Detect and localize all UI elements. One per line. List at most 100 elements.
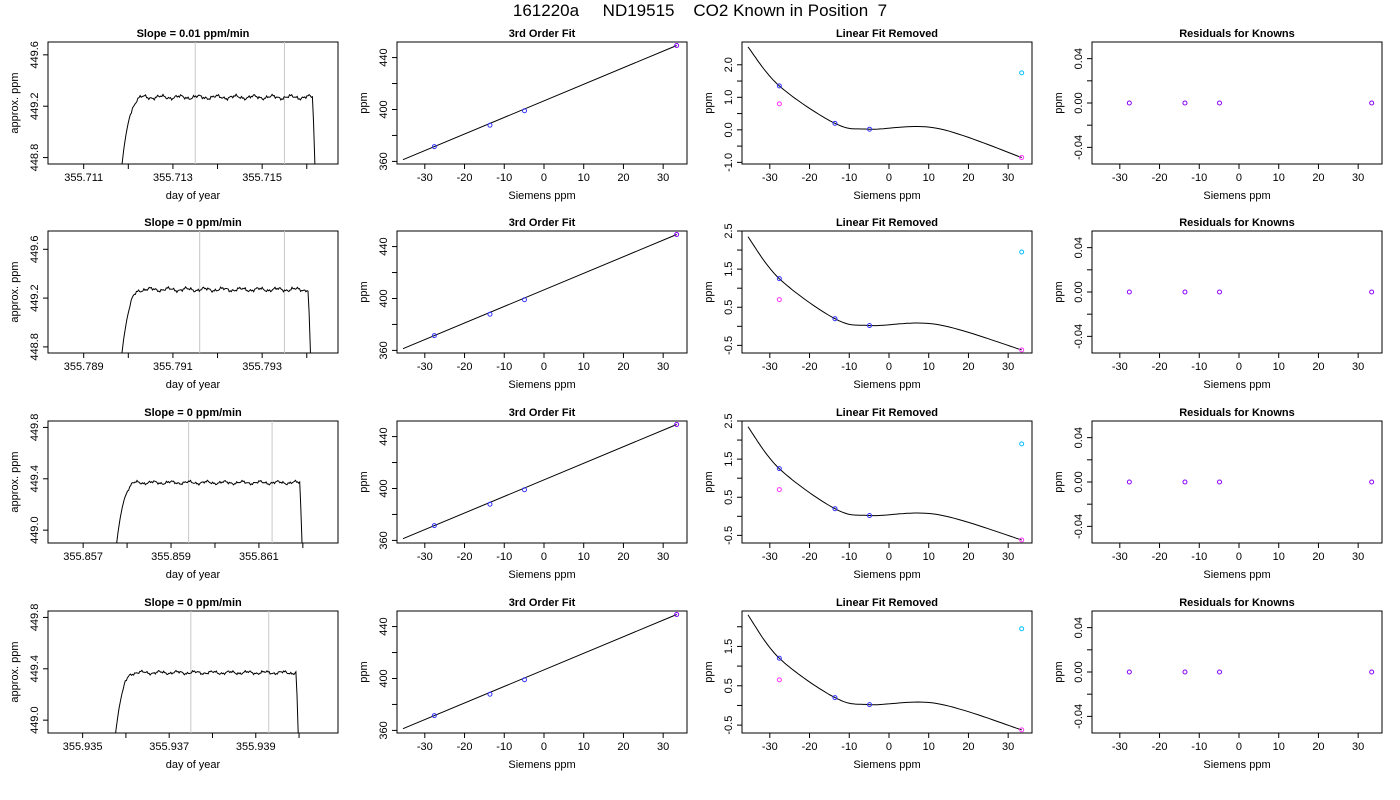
res-r3-xtick-label: -20: [1152, 741, 1168, 753]
res-r2-panel: Residuals for Knowns -30 -20 -10 0 10 20 30 -0.0…: [1053, 407, 1383, 581]
lin-r3-frame: [741, 610, 1033, 734]
fit-r0-title: 3rd Order Fit: [509, 28, 576, 40]
lin-r0-xtick-label: -10: [841, 172, 857, 184]
res-r3-xtick-label: 30: [1352, 741, 1364, 753]
fit-r0-xtick-label: -20: [457, 172, 473, 184]
lin-r0-ytick-label: 2.0: [723, 57, 735, 72]
res-r1-ytick-label: -0.04: [1073, 324, 1085, 349]
lin-r1-ytick-label: 1.5: [723, 261, 735, 276]
res-r2-title: Residuals for Knowns: [1179, 407, 1295, 419]
lin-r2-ytick-label: -0.5: [723, 526, 735, 545]
fit-r2-xlabel: Siemens ppm: [508, 569, 575, 581]
trace-r1-xlabel: day of year: [166, 379, 221, 391]
lin-r1-xtick-label: -20: [802, 361, 818, 373]
fit-r3-ytick-label: 400: [378, 669, 390, 687]
res-r3-xtick-label: -30: [1112, 741, 1128, 753]
res-r0-xtick-label: 0: [1236, 172, 1242, 184]
fit-r0-xtick-label: 20: [617, 172, 629, 184]
lin-r3-ytick-label: 1.5: [723, 639, 735, 654]
lin-r1-point: [1019, 347, 1025, 353]
trace-r2-title: Slope = 0 ppm/min: [144, 407, 242, 419]
res-r0-ytick-label: 0.04: [1073, 48, 1085, 69]
fit-r0-xtick-label: -30: [417, 172, 433, 184]
res-r1-point: [1369, 289, 1375, 295]
fit-r0-plot-area: [402, 43, 680, 161]
lin-r2-xlabel: Siemens ppm: [853, 569, 920, 581]
res-r0-xtick-label: 20: [1312, 172, 1324, 184]
res-r2-point: [1217, 479, 1223, 485]
lin-r3-ytick-label: -0.5: [723, 716, 735, 735]
lin-r0-ytick-label: 0.0: [723, 122, 735, 137]
res-r0-xtick-label: 10: [1273, 172, 1285, 184]
trace-r1-title: Slope = 0 ppm/min: [144, 217, 242, 229]
res-r3-xlabel: Siemens ppm: [1203, 759, 1270, 771]
res-r2-plot-area: [1126, 479, 1375, 485]
lin-r1-frame: [741, 230, 1033, 354]
res-r3-plot-area: [1126, 669, 1375, 675]
lin-r2-ytick-label: 0.5: [723, 490, 735, 505]
fit-r3-xtick-label: -10: [496, 741, 512, 753]
trace-r0-ytick-label: 448.8: [29, 144, 41, 172]
fit-r2-xtick-label: -30: [417, 551, 433, 563]
lin-r0-point: [776, 101, 782, 107]
fit-r2-frame: [396, 420, 688, 544]
res-r3-frame: [1091, 610, 1383, 734]
trace-r3-series-line: [115, 669, 299, 733]
lin-r2-xtick-label: 30: [1002, 551, 1014, 563]
fit-r1-ytick-label: 360: [378, 341, 390, 359]
res-r2-point: [1126, 479, 1132, 485]
fit-r0-panel: 3rd Order Fit -30 -20 -10 0 10 20 30 360 400 440 Si…: [358, 28, 688, 202]
lin-r0-point: [1019, 154, 1025, 160]
res-r3-panel: Residuals for Knowns -30 -20 -10 0 10 20 30 -0.0…: [1053, 597, 1383, 771]
lin-r0-xtick-label: 20: [962, 172, 974, 184]
lin-r2-title: Linear Fit Removed: [836, 407, 938, 419]
fit-r3-ylabel: ppm: [358, 661, 370, 682]
res-r2-xtick-label: 20: [1312, 551, 1324, 563]
trace-r1-ytick-label: 449.6: [29, 236, 41, 264]
lin-r3-point: [776, 655, 782, 661]
lin-r0-fit-curve: [747, 46, 1022, 158]
res-r2-xtick-label: -10: [1191, 551, 1207, 563]
lin-r1-point: [776, 297, 782, 303]
res-r1-ytick-label: 0.00: [1073, 281, 1085, 302]
res-r1-ytick-label: 0.04: [1073, 237, 1085, 258]
trace-r2-ytick-label: 449.8: [29, 414, 41, 442]
trace-r1-ytick-label: 448.8: [29, 333, 41, 361]
res-r0-ytick-label: 0.00: [1073, 92, 1085, 113]
fit-r3-ytick-label: 360: [378, 721, 390, 739]
res-r0-point: [1217, 100, 1223, 106]
trace-r2-frame: [47, 420, 339, 544]
lin-r2-panel: Linear Fit Removed -30 -20 -10 0 10 20 30 -0.5 0.…: [703, 407, 1033, 581]
fit-r1-point: [522, 297, 528, 303]
lin-r1-point: [776, 276, 782, 282]
fit-r2-ytick-label: 400: [378, 479, 390, 497]
lin-r1-xtick-label: 20: [962, 361, 974, 373]
fit-r1-ytick-label: 400: [378, 289, 390, 307]
lin-r3-ytick-label: 0.5: [723, 678, 735, 693]
fit-r2-xtick-label: 30: [657, 551, 669, 563]
fit-r2-point: [431, 523, 437, 529]
trace-r2-ylabel: approx. ppm: [9, 451, 21, 512]
lin-r0-xlabel: Siemens ppm: [853, 190, 920, 202]
lin-r0-point: [867, 126, 873, 132]
lin-r1-panel: Linear Fit Removed -30 -20 -10 0 10 20 30 -0.5 0.…: [703, 217, 1033, 391]
res-r3-title: Residuals for Knowns: [1179, 597, 1295, 609]
lin-r3-ylabel: ppm: [703, 661, 715, 682]
trace-r3-ytick-label: 449.0: [29, 706, 41, 734]
fit-r3-fit-line: [402, 614, 677, 730]
lin-r1-ytick-label: -0.5: [723, 336, 735, 355]
fit-r1-xtick-label: 20: [617, 361, 629, 373]
trace-r2-xlabel: day of year: [166, 569, 221, 581]
lin-r0-ytick-label: -1.0: [723, 153, 735, 172]
trace-r0-ytick-label: 449.6: [29, 41, 41, 69]
fit-r2-xtick-label: -20: [457, 551, 473, 563]
fit-r1-point: [674, 232, 680, 238]
lin-r3-xtick-label: -30: [762, 741, 778, 753]
trace-r3-xtick-label: 355.935: [63, 741, 103, 753]
lin-r3-xtick-label: 20: [962, 741, 974, 753]
trace-r3-frame: [47, 610, 339, 734]
fit-r3-title: 3rd Order Fit: [509, 597, 576, 609]
lin-r2-xtick-label: -20: [802, 551, 818, 563]
trace-r2-ytick-label: 449.4: [29, 465, 41, 493]
